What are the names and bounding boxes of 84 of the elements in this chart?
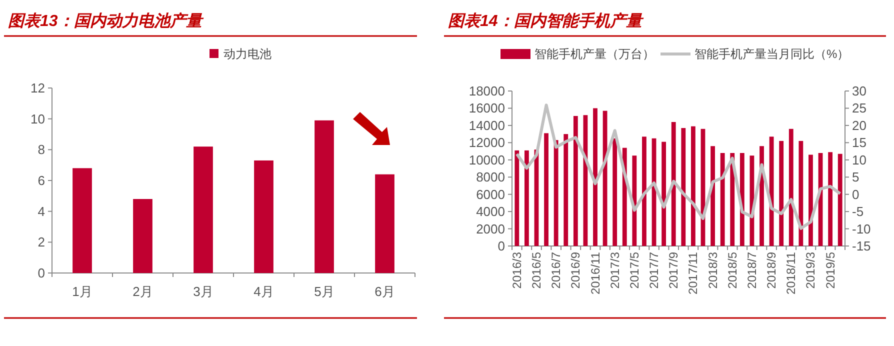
y-tick-label: 6	[38, 173, 45, 188]
y2-tick-label: 0	[852, 186, 860, 202]
y-tick-label: 8000	[476, 170, 505, 185]
bar	[681, 128, 686, 246]
bar	[612, 138, 618, 246]
chart-title: 图表13：国内动力电池产量	[8, 12, 204, 30]
y-tick-label: 4000	[476, 204, 505, 220]
x-tick-label: 3月	[193, 284, 214, 299]
bar	[564, 134, 568, 246]
x-tick-label: 4月	[254, 284, 274, 299]
bar	[632, 156, 637, 246]
y-tick-label: 10	[30, 111, 45, 126]
x-tick-label: 1月	[72, 284, 92, 299]
y-tick-label: 6000	[476, 186, 505, 202]
bar	[133, 199, 152, 273]
y2-tick-label: 20	[852, 118, 866, 133]
y2-tick-label: 15	[852, 135, 866, 150]
x-tick-label: 2018/11	[784, 252, 798, 294]
y2-tick-label: 25	[852, 100, 866, 116]
x-tick-label: 2016/5	[529, 252, 544, 289]
x-tick-label: 2016/11	[588, 252, 602, 294]
y2-tick-label: -15	[852, 238, 871, 254]
bar	[514, 150, 520, 246]
y-tick-label: 8	[38, 142, 45, 158]
bar	[593, 108, 598, 246]
bar	[798, 140, 804, 246]
x-tick-label: 2017/3	[608, 252, 622, 289]
bar	[642, 136, 646, 246]
bar	[690, 126, 696, 246]
legend: 动力电池	[210, 47, 272, 61]
y2-tick-label: 5	[852, 170, 860, 185]
x-tick-label: 2016/7	[549, 252, 564, 289]
y-tick-label: 18000	[468, 84, 505, 98]
x-tick-label: 2017/5	[627, 252, 642, 289]
y-tick-label: 16000	[468, 100, 505, 116]
legend-label: 智能手机产量（万台）	[534, 47, 654, 61]
bar	[375, 174, 394, 273]
x-tick-label: 2017/11	[686, 252, 700, 294]
y-tick-label: 14000	[468, 118, 505, 133]
x-tick-label: 2月	[132, 284, 153, 299]
bar	[662, 142, 666, 246]
x-tick-label: 2016/3	[510, 252, 524, 289]
y-tick-label: 12	[30, 80, 45, 96]
x-tick-label: 2017/7	[647, 252, 662, 289]
x-tick-label: 2019/3	[804, 252, 818, 289]
y-tick-label: 0	[38, 266, 45, 280]
bar	[72, 168, 92, 273]
bar	[573, 116, 578, 246]
x-tick-label: 2018/3	[706, 252, 720, 289]
bar	[808, 154, 813, 246]
bar	[544, 133, 548, 246]
bar	[314, 120, 334, 273]
y2-tick-label: -5	[852, 204, 864, 220]
chart-title: 图表14：国内智能手机产量	[448, 12, 644, 30]
bar	[254, 160, 274, 273]
y2-tick-label: -10	[852, 221, 871, 236]
x-tick-label: 2018/7	[744, 252, 759, 289]
bar	[194, 146, 213, 273]
bar	[710, 146, 715, 246]
bar	[524, 150, 529, 246]
legend-label: 动力电池	[224, 47, 272, 61]
y-tick-label: 4	[38, 204, 45, 219]
bar	[720, 153, 725, 246]
y-tick-label: 2000	[476, 221, 505, 236]
bar	[779, 140, 784, 246]
legend-label: 智能手机产量当月同比（%）	[694, 47, 850, 61]
x-tick-label: 2018/5	[725, 252, 740, 289]
x-tick-label: 2017/9	[666, 252, 681, 289]
bar	[788, 128, 794, 246]
bar	[838, 154, 842, 246]
y-tick-label: 0	[498, 238, 505, 254]
y2-tick-label: 10	[852, 152, 866, 168]
x-tick-label: 2016/9	[568, 252, 583, 289]
y-tick-label: 10000	[468, 152, 505, 168]
x-tick-label: 2018/9	[764, 252, 779, 289]
bar	[828, 152, 833, 246]
x-tick-label: 2019/5	[823, 252, 838, 289]
x-tick-label: 5月	[314, 284, 334, 299]
bar	[554, 140, 558, 246]
y-tick-label: 12000	[468, 135, 505, 150]
y2-tick-label: 30	[852, 84, 866, 98]
x-tick-label: 6月	[374, 284, 395, 299]
bar	[671, 122, 676, 246]
y-tick-label: 2	[38, 234, 45, 250]
